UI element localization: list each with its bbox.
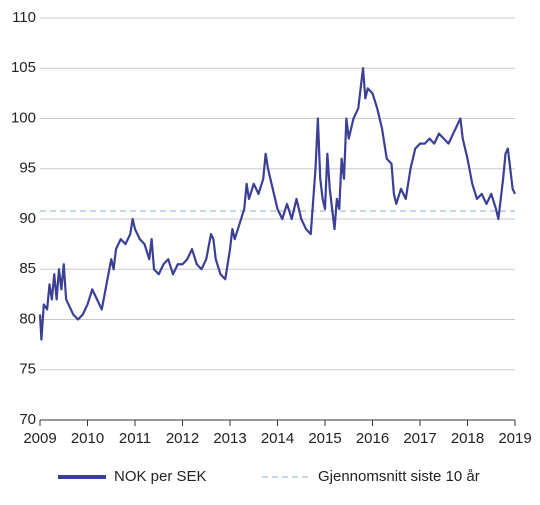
y-tick-label: 110 — [12, 9, 36, 26]
y-tick-label: 90 — [19, 210, 36, 227]
x-tick-label: 2019 — [498, 430, 531, 447]
x-tick-label: 2014 — [261, 430, 294, 447]
y-tick-label: 100 — [11, 109, 36, 126]
x-tick-label: 2018 — [451, 430, 484, 447]
y-tick-label: 105 — [11, 59, 36, 76]
y-tick-label: 75 — [19, 361, 36, 378]
y-tick-label: 80 — [19, 310, 36, 327]
x-tick-label: 2013 — [213, 430, 246, 447]
y-tick-label: 95 — [19, 160, 36, 177]
x-tick-label: 2009 — [23, 430, 56, 447]
x-tick-label: 2011 — [119, 430, 151, 447]
x-tick-label: 2012 — [166, 430, 199, 447]
x-tick-label: 2010 — [71, 430, 104, 447]
x-tick-label: 2016 — [356, 430, 389, 447]
series-line — [38, 67, 516, 341]
x-tick-label: 2015 — [308, 430, 341, 447]
y-tick-label: 70 — [19, 411, 36, 428]
legend-label: NOK per SEK — [114, 468, 207, 485]
legend-label: Gjennomsnitt siste 10 år — [318, 468, 480, 485]
x-tick-label: 2017 — [403, 430, 436, 447]
y-tick-label: 85 — [19, 260, 36, 277]
